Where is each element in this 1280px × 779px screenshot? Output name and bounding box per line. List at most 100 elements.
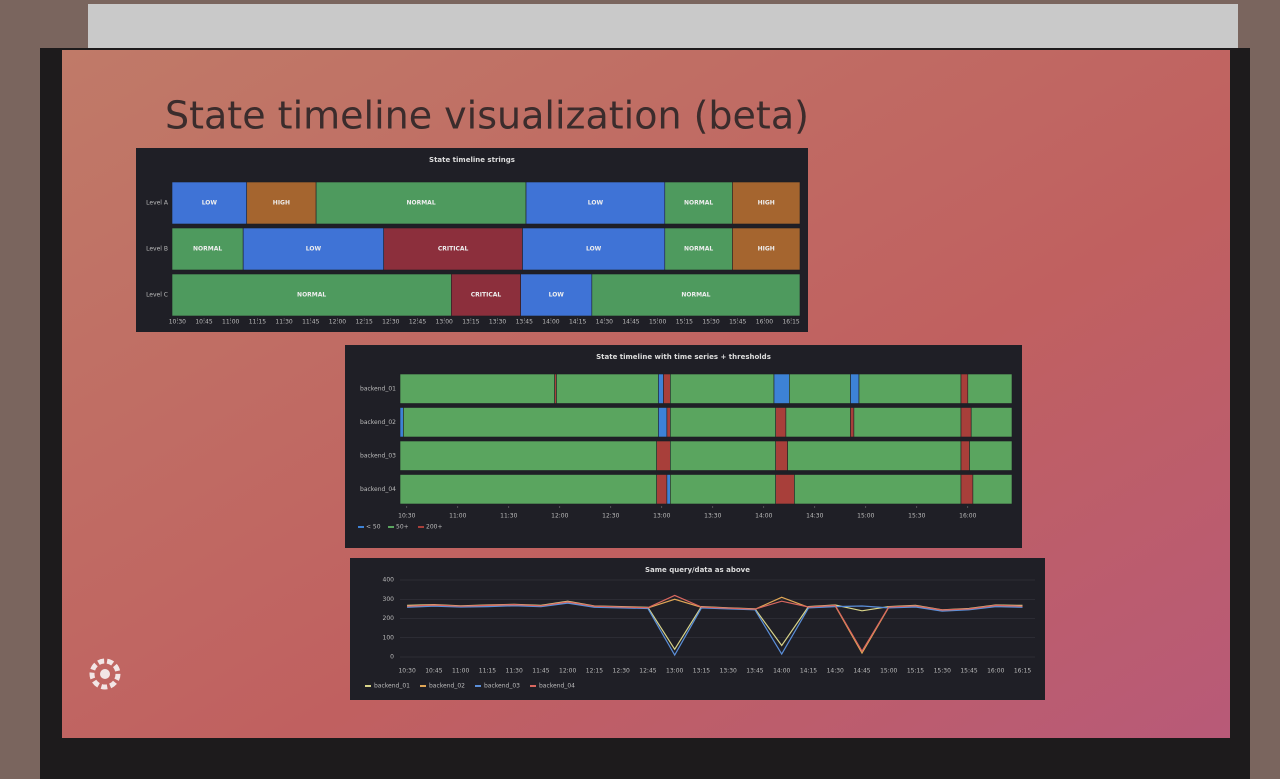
segment-label: NORMAL: [406, 200, 435, 207]
x-tick-label: 16:00: [959, 513, 976, 520]
segment-label: NORMAL: [684, 246, 713, 253]
segment-label: CRITICAL: [471, 292, 502, 299]
x-tick-label: 12:45: [409, 319, 426, 326]
state-segment: [669, 407, 776, 438]
state-segment: [970, 407, 1013, 438]
x-tick-label: 15:30: [934, 668, 951, 675]
x-tick-label: 11:30: [500, 513, 517, 520]
state-segment: [850, 373, 860, 404]
state-segment: [787, 440, 962, 471]
state-segment: [246, 181, 317, 225]
x-tick-label: 12:30: [613, 668, 630, 675]
y-tick-label: 0: [390, 654, 394, 661]
grafana-logo: [89, 658, 121, 690]
row-label: Level C: [146, 292, 168, 299]
state-segment: [656, 474, 668, 505]
x-tick-label: 15:15: [676, 319, 693, 326]
state-segment: [664, 227, 733, 271]
legend-label: < 50: [366, 524, 381, 531]
segment-label: HIGH: [758, 200, 775, 207]
x-tick-label: 15:00: [857, 513, 874, 520]
y-tick-label: 200: [383, 615, 395, 622]
state-segment: [858, 373, 962, 404]
x-tick-label: 15:30: [702, 319, 719, 326]
x-tick-label: 11:45: [532, 668, 549, 675]
x-tick-label: 11:15: [249, 319, 266, 326]
state-segment: [520, 273, 593, 317]
x-tick-label: 13:30: [720, 668, 737, 675]
x-tick-label: 14:15: [569, 319, 586, 326]
row-label: Level B: [146, 246, 168, 253]
state-segment: [794, 474, 962, 505]
x-tick-label: 10:30: [398, 668, 415, 675]
legend-swatch: [418, 526, 424, 528]
state-segment: [663, 373, 671, 404]
x-tick-label: 16:00: [987, 668, 1004, 675]
panel-title: Same query/data as above: [645, 566, 750, 574]
x-tick-label: 15:00: [880, 668, 897, 675]
state-segment: [960, 373, 969, 404]
state-segment: [732, 181, 801, 225]
segment-label: NORMAL: [297, 292, 326, 299]
x-tick-label: 15:00: [649, 319, 666, 326]
state-segment: [773, 373, 790, 404]
segment-label: HIGH: [273, 200, 290, 207]
panel: [350, 558, 1045, 700]
state-segment: [669, 474, 776, 505]
state-segment: [666, 407, 671, 438]
segment-label: NORMAL: [681, 292, 710, 299]
x-tick-label: 12:30: [602, 513, 619, 520]
x-tick-label: 10:30: [169, 319, 186, 326]
state-segment: [775, 407, 787, 438]
row-label: backend_02: [360, 419, 396, 426]
x-tick-label: 12:00: [551, 513, 568, 520]
legend-label: backend_03: [484, 683, 520, 690]
x-tick-label: 14:00: [542, 319, 559, 326]
screen-housing: [88, 4, 1238, 54]
segment-label: LOW: [306, 246, 322, 253]
row-label: backend_04: [360, 486, 396, 493]
x-tick-label: 13:00: [653, 513, 670, 520]
state-segment: [785, 407, 851, 438]
state-segment: [669, 440, 776, 471]
x-tick-label: 11:30: [275, 319, 292, 326]
x-tick-label: 13:30: [704, 513, 721, 520]
row-label: backend_03: [360, 452, 396, 459]
segment-label: LOW: [549, 292, 565, 299]
x-tick-label: 16:15: [1014, 668, 1031, 675]
state-segment: [967, 373, 1013, 404]
x-tick-label: 14:00: [773, 668, 790, 675]
x-tick-label: 11:30: [506, 668, 523, 675]
x-tick-label: 14:15: [800, 668, 817, 675]
state-segment: [960, 474, 974, 505]
x-tick-label: 15:15: [907, 668, 924, 675]
state-segment: [525, 181, 666, 225]
state-segment: [664, 181, 733, 225]
slide-title: State timeline visualization (beta): [165, 94, 809, 138]
state-segment: [399, 440, 658, 471]
state-segment: [315, 181, 527, 225]
x-tick-label: 14:30: [806, 513, 823, 520]
row-label: Level A: [146, 200, 169, 207]
x-tick-label: 13:45: [746, 668, 763, 675]
state-segment: [171, 227, 244, 271]
x-tick-label: 14:30: [827, 668, 844, 675]
x-tick-label: 13:15: [462, 319, 479, 326]
state-segment: [788, 373, 851, 404]
x-tick-label: 11:00: [222, 319, 239, 326]
state-segment: [399, 474, 658, 505]
x-tick-label: 14:00: [755, 513, 772, 520]
state-segment: [969, 440, 1013, 471]
state-segment: [732, 227, 801, 271]
x-tick-label: 14:30: [596, 319, 613, 326]
x-tick-label: 10:30: [398, 513, 415, 520]
x-tick-label: 10:45: [195, 319, 212, 326]
x-tick-label: 16:00: [756, 319, 773, 326]
series-line: [407, 594, 1023, 653]
legend-label: 200+: [426, 524, 442, 531]
x-tick-label: 12:00: [329, 319, 346, 326]
x-tick-label: 15:45: [729, 319, 746, 326]
state-segment: [242, 227, 385, 271]
x-tick-label: 12:00: [559, 668, 576, 675]
segment-label: LOW: [586, 246, 602, 253]
